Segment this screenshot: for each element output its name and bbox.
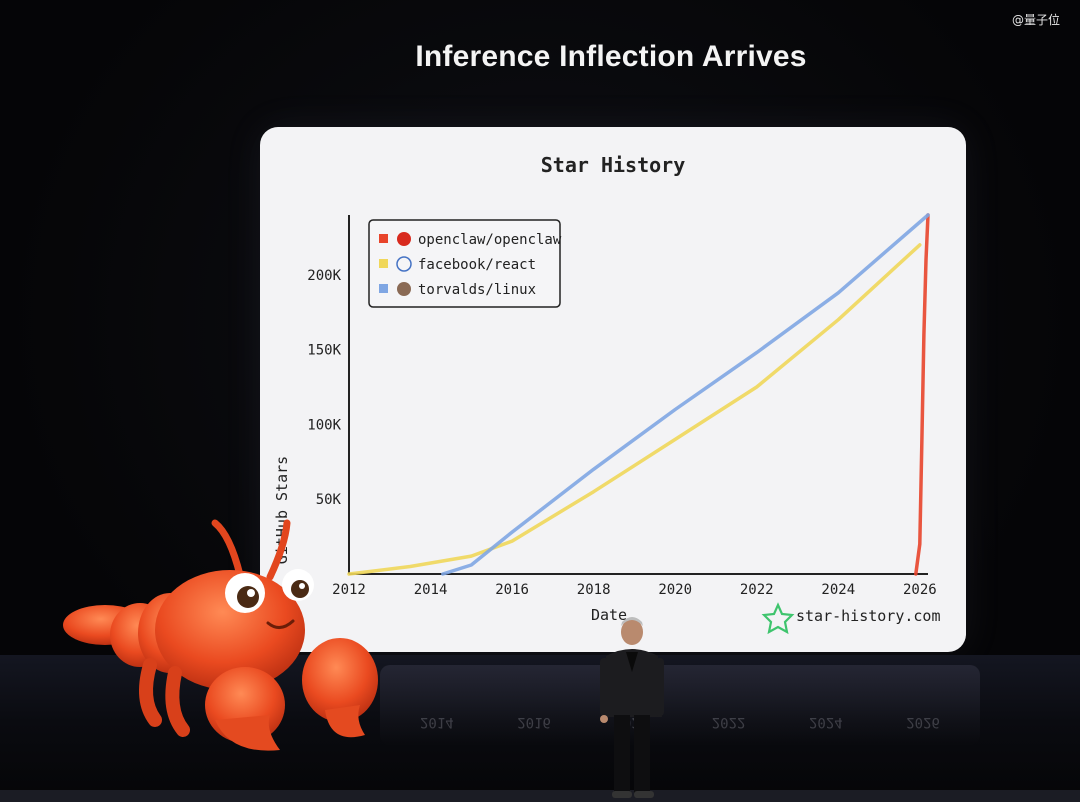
star-history-chart: Star History GitHub Stars Date 50K100K15… <box>273 153 941 635</box>
reflected-tick: 2026 <box>906 714 940 730</box>
series-line <box>347 243 922 576</box>
speaker-figure <box>600 617 664 798</box>
chart-card: Star History GitHub Stars Date 50K 100K 15… <box>260 127 966 652</box>
stage-edge <box>0 790 1080 802</box>
legend-swatch <box>379 259 388 268</box>
legend-avatar-icon <box>397 232 411 246</box>
x-tick-label: 2020 <box>658 582 692 598</box>
y-tick-label: 100K <box>307 417 341 433</box>
legend-box <box>368 219 561 308</box>
legend-label: openclaw/openclaw <box>418 232 562 248</box>
legend-avatar-icon <box>397 282 411 296</box>
series-line <box>441 213 930 576</box>
legend: openclaw/openclaw facebook/react torvalds/… <box>368 219 562 308</box>
y-tick-label: 50K <box>316 492 342 508</box>
x-axis-label: Date <box>591 606 627 624</box>
x-tick-labels: 2012 2014 2016 2018 2020 2022 2024 2026 <box>332 582 937 598</box>
legend-label: facebook/react <box>418 257 536 273</box>
star-logo-icon <box>761 602 795 635</box>
watermark: @量子位 <box>1011 13 1060 27</box>
x-tick-label: 2014 <box>414 582 448 598</box>
reflected-tick: 2014 <box>420 714 454 730</box>
x-tick-label: 2024 <box>821 582 855 598</box>
series-lines <box>347 213 930 576</box>
screen-reflection <box>380 665 980 745</box>
lobster-mascot-icon <box>63 519 378 751</box>
legend-swatch <box>379 284 388 293</box>
reflected-tick: 2024 <box>809 714 843 730</box>
x-tick-label: 2022 <box>740 582 774 598</box>
credit: star-history.com <box>761 602 941 635</box>
x-tick-label: 2016 <box>495 582 529 598</box>
x-tick-label: 2026 <box>903 582 937 598</box>
reflected-tick-labels: 2014 2016 2020 2022 2024 2026 <box>420 710 940 730</box>
chart-title: Star History <box>541 153 686 177</box>
y-tick-label: 150K <box>307 343 341 359</box>
y-tick-labels: 50K 100K 150K 200K <box>307 268 341 508</box>
slide-title: Inference Inflection Arrives <box>415 40 807 73</box>
y-tick-label: 200K <box>307 268 341 284</box>
series-line <box>914 213 930 576</box>
legend-label: torvalds/linux <box>418 282 536 298</box>
reflected-tick: 2016 <box>517 714 551 730</box>
x-tick-label: 2018 <box>577 582 611 598</box>
reflected-tick: 2022 <box>711 714 746 730</box>
credit-text: star-history.com <box>796 607 941 625</box>
legend-avatar-icon <box>396 256 412 272</box>
x-tick-label: 2012 <box>332 582 366 598</box>
legend-swatch <box>379 234 388 243</box>
